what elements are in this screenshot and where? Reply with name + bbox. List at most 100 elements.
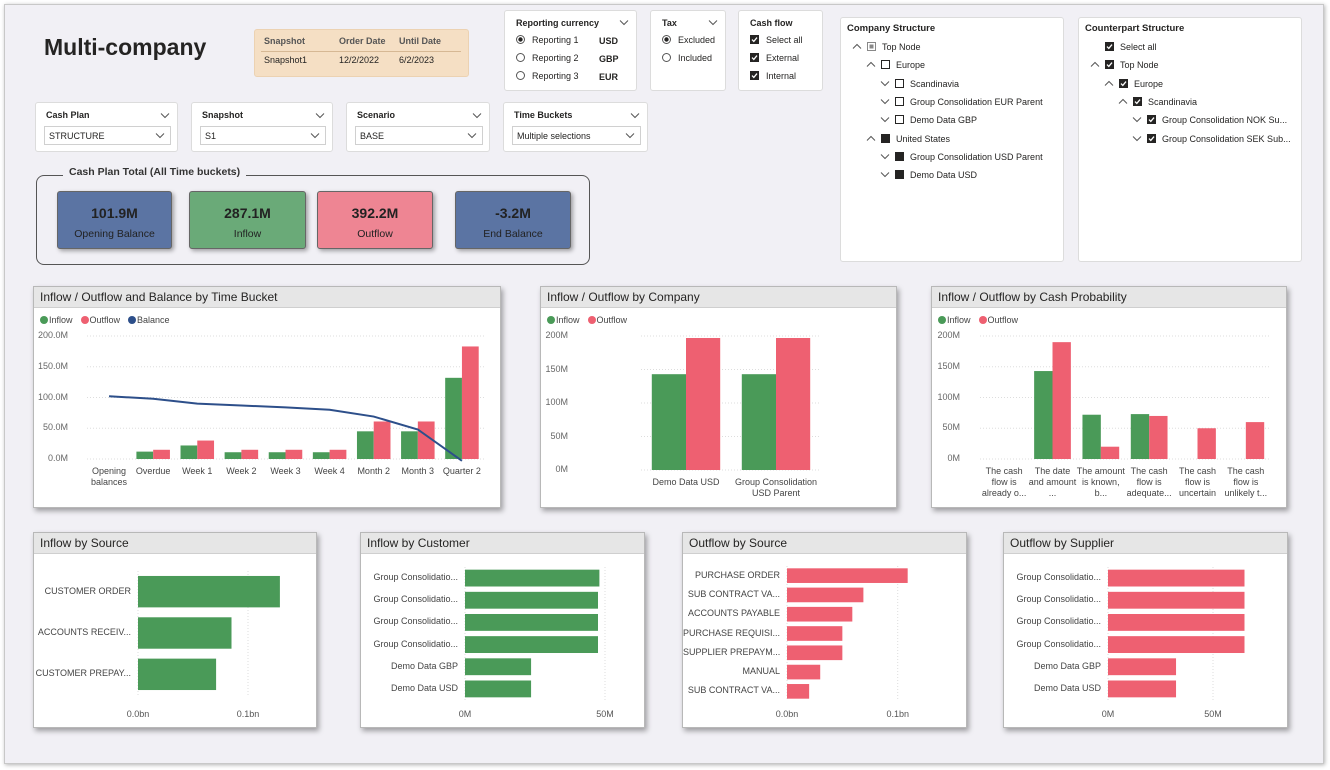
- x-tick-label: Week 2: [226, 466, 257, 476]
- x-tick-label: Group Consolidation USD Parent: [734, 477, 818, 498]
- chart-header: Outflow by Source: [683, 533, 966, 554]
- tree-node[interactable]: Scandinavia: [1148, 96, 1198, 107]
- chart-title: Inflow / Outflow and Balance by Time Buc…: [40, 290, 278, 304]
- legend-label[interactable]: Outflow: [596, 315, 628, 325]
- y-tick-label: ACCOUNTS RECEIV...: [37, 627, 131, 637]
- chevron[interactable]: [1132, 135, 1142, 141]
- filter-option[interactable]: Reporting 2: [532, 53, 579, 63]
- tree-node[interactable]: Group Consolidation EUR Parent: [910, 96, 1043, 107]
- y-tick-label: PURCHASE REQUISI...: [683, 627, 780, 638]
- chevron[interactable]: [1118, 98, 1128, 104]
- radio[interactable]: [662, 53, 671, 62]
- legend-label[interactable]: Inflow: [49, 315, 73, 325]
- y-tick-label: Group Consolidatio...: [373, 616, 458, 627]
- radio-dot: [518, 37, 523, 42]
- tree-node[interactable]: Group Consolidation USD Parent: [910, 151, 1043, 162]
- checkbox[interactable]: [895, 115, 904, 125]
- checkbox[interactable]: [895, 151, 904, 161]
- chevron[interactable]: [852, 43, 862, 49]
- tree-node[interactable]: Scandinavia: [910, 78, 960, 89]
- checkbox[interactable]: [895, 96, 904, 106]
- y-tick-label: Group Consolidatio...: [1016, 572, 1101, 583]
- checkbox[interactable]: [895, 78, 904, 88]
- bar: [445, 377, 462, 459]
- chevron[interactable]: [625, 133, 635, 139]
- checkbox[interactable]: [750, 53, 759, 62]
- chevron[interactable]: [880, 80, 890, 86]
- legend-label[interactable]: Balance: [137, 315, 170, 325]
- checkbox[interactable]: [881, 133, 890, 143]
- chevron[interactable]: [866, 62, 876, 68]
- chevron[interactable]: [472, 113, 482, 119]
- tree-node[interactable]: Select all: [1120, 42, 1157, 52]
- legend-label[interactable]: Outflow: [89, 315, 121, 325]
- radio[interactable]: [516, 71, 525, 80]
- chevron[interactable]: [880, 172, 890, 178]
- radio[interactable]: [516, 53, 525, 62]
- x-tick-label: 0.1bn: [886, 709, 909, 719]
- tree-node[interactable]: Group Consolidation SEK Sub...: [1162, 133, 1291, 144]
- chevron[interactable]: [1104, 80, 1114, 86]
- chevron[interactable]: [880, 153, 890, 160]
- legend-dot: [587, 316, 596, 324]
- checkbox[interactable]: [1147, 115, 1156, 125]
- dropdown-box[interactable]: Multiple selections: [512, 126, 641, 145]
- chevron[interactable]: [160, 113, 170, 119]
- chevron[interactable]: [155, 133, 165, 139]
- filter-option[interactable]: Excluded: [678, 35, 716, 45]
- checkbox[interactable]: [1119, 78, 1128, 88]
- tree-node[interactable]: Top Node: [882, 42, 921, 52]
- bar: [461, 346, 479, 459]
- filter-option[interactable]: Included: [678, 53, 713, 63]
- table-rule: [261, 51, 461, 52]
- checkbox[interactable]: [1133, 96, 1142, 106]
- chevron[interactable]: [1132, 117, 1142, 123]
- filter-option[interactable]: Internal: [766, 71, 797, 81]
- chevron-line: [315, 113, 325, 119]
- chevron[interactable]: [866, 135, 876, 141]
- kpi-label: End Balance: [483, 228, 543, 240]
- legend-label[interactable]: Inflow: [556, 315, 580, 325]
- tree-node[interactable]: United States: [896, 133, 951, 144]
- dropdown-box[interactable]: STRUCTURE: [44, 126, 171, 145]
- chevron[interactable]: [619, 20, 629, 26]
- filter-option[interactable]: External: [766, 53, 800, 63]
- checkbox[interactable]: [881, 60, 890, 70]
- tree-node[interactable]: Europe: [896, 60, 926, 71]
- chevron[interactable]: [708, 20, 718, 26]
- bar: [1082, 414, 1101, 459]
- tree-node[interactable]: Top Node: [1120, 60, 1159, 71]
- dropdown-value: BASE: [360, 131, 385, 141]
- tree-node[interactable]: Demo Data USD: [910, 170, 978, 181]
- chevron[interactable]: [1090, 62, 1100, 68]
- chevron[interactable]: [310, 133, 320, 139]
- legend-label[interactable]: Outflow: [987, 315, 1019, 325]
- filter-option[interactable]: Reporting 1: [532, 35, 579, 45]
- radio[interactable]: [516, 35, 525, 44]
- chevron[interactable]: [880, 99, 890, 105]
- dropdown-box[interactable]: S1: [200, 126, 326, 145]
- filter-option[interactable]: Select all: [766, 35, 803, 45]
- checkbox-box: [1119, 78, 1128, 88]
- tree-node[interactable]: Group Consolidation NOK Su...: [1162, 115, 1288, 126]
- legend-label[interactable]: Inflow: [947, 315, 971, 325]
- chevron[interactable]: [467, 133, 477, 139]
- radio-dot: [664, 37, 669, 42]
- checkbox[interactable]: [1147, 133, 1156, 143]
- bar: [1108, 569, 1245, 587]
- checkbox[interactable]: [750, 35, 759, 44]
- checkbox[interactable]: [867, 42, 876, 51]
- checkbox[interactable]: [1105, 60, 1114, 70]
- tree-node[interactable]: Demo Data GBP: [910, 115, 978, 126]
- tree-node[interactable]: Europe: [1134, 78, 1164, 89]
- checkbox[interactable]: [895, 170, 904, 180]
- filter-option[interactable]: Reporting 3: [532, 71, 579, 81]
- y-tick-label: Demo Data GBP: [1033, 660, 1101, 671]
- dropdown-box[interactable]: BASE: [355, 126, 483, 145]
- checkbox[interactable]: [1105, 42, 1114, 51]
- chevron[interactable]: [315, 113, 325, 119]
- radio[interactable]: [662, 35, 671, 44]
- chevron[interactable]: [630, 113, 640, 119]
- checkbox[interactable]: [750, 71, 759, 80]
- chevron[interactable]: [880, 117, 890, 123]
